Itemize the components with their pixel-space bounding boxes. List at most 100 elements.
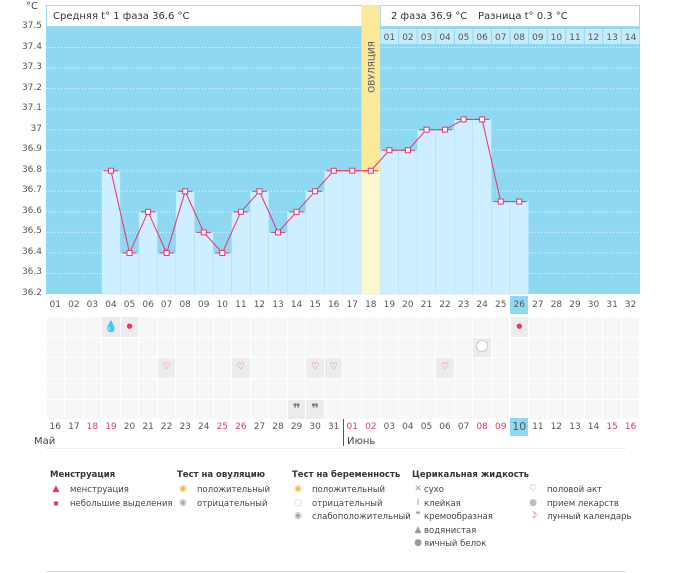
day-cell[interactable] bbox=[529, 317, 547, 337]
day-cell[interactable] bbox=[566, 379, 584, 399]
day-cell[interactable] bbox=[436, 317, 454, 337]
day-cell[interactable] bbox=[65, 317, 83, 337]
day-cell[interactable] bbox=[287, 358, 306, 379]
cycle-day-label[interactable]: 15 bbox=[309, 300, 321, 310]
date-label[interactable]: 30 bbox=[309, 422, 321, 432]
day-cell[interactable] bbox=[417, 337, 436, 358]
day-cell[interactable] bbox=[399, 317, 417, 337]
day-cell[interactable] bbox=[102, 337, 120, 358]
day-cell[interactable] bbox=[380, 399, 399, 420]
day-cell[interactable] bbox=[399, 358, 417, 379]
day-cell[interactable] bbox=[120, 379, 139, 399]
day-cell[interactable] bbox=[102, 399, 120, 420]
day-cell[interactable] bbox=[139, 358, 157, 379]
day-cell[interactable] bbox=[46, 399, 65, 420]
cycle-day-label[interactable]: 31 bbox=[606, 300, 618, 310]
day-cell[interactable] bbox=[547, 399, 566, 420]
day-cell[interactable] bbox=[343, 337, 361, 358]
day-cell[interactable] bbox=[362, 317, 380, 337]
day-cell[interactable] bbox=[324, 399, 343, 420]
cycle-day-label[interactable]: 18 bbox=[365, 300, 377, 310]
day-cell[interactable] bbox=[83, 379, 102, 399]
cycle-day-label[interactable]: 30 bbox=[587, 300, 600, 310]
date-label[interactable]: 12 bbox=[550, 422, 563, 432]
date-label[interactable]: 19 bbox=[105, 422, 117, 432]
cycle-day-label[interactable]: 23 bbox=[457, 300, 470, 310]
day-cell[interactable] bbox=[566, 358, 584, 379]
day-cell[interactable] bbox=[83, 337, 102, 358]
day-cell[interactable] bbox=[584, 379, 603, 399]
day-cell[interactable] bbox=[306, 317, 324, 337]
cycle-day-label[interactable]: 24 bbox=[476, 300, 488, 310]
day-cell[interactable] bbox=[436, 379, 454, 399]
day-cell[interactable] bbox=[139, 317, 157, 337]
day-cell[interactable] bbox=[454, 399, 473, 420]
cycle-day-label[interactable]: 27 bbox=[532, 300, 544, 310]
day-cell[interactable] bbox=[269, 399, 287, 420]
day-cell[interactable] bbox=[343, 379, 361, 399]
day-cell[interactable] bbox=[269, 379, 287, 399]
date-label[interactable]: 13 bbox=[569, 422, 581, 432]
day-cell[interactable] bbox=[362, 358, 380, 379]
day-cell[interactable] bbox=[102, 358, 120, 379]
day-cell[interactable] bbox=[621, 379, 640, 399]
date-label[interactable]: 21 bbox=[142, 422, 154, 432]
day-cell[interactable] bbox=[547, 358, 566, 379]
day-cell[interactable] bbox=[102, 379, 120, 399]
cycle-day-label[interactable]: 22 bbox=[439, 300, 451, 310]
day-cell[interactable] bbox=[621, 358, 640, 379]
day-cell[interactable] bbox=[436, 399, 454, 420]
day-cell[interactable] bbox=[194, 337, 213, 358]
day-cell[interactable] bbox=[621, 399, 640, 420]
cycle-day-label[interactable]: 10 bbox=[216, 300, 229, 310]
day-cell[interactable] bbox=[46, 337, 65, 358]
day-cell[interactable] bbox=[473, 379, 491, 399]
date-label[interactable]: 10 bbox=[512, 420, 527, 433]
date-label[interactable]: 09 bbox=[494, 422, 507, 432]
day-cell[interactable] bbox=[510, 358, 529, 379]
day-cell[interactable] bbox=[213, 399, 232, 420]
cycle-day-label[interactable]: 07 bbox=[160, 300, 173, 310]
day-cell[interactable] bbox=[436, 337, 454, 358]
day-cell[interactable] bbox=[417, 358, 436, 379]
date-label[interactable]: 02 bbox=[365, 422, 377, 432]
date-label[interactable]: 01 bbox=[346, 422, 358, 432]
day-cell[interactable] bbox=[454, 379, 473, 399]
day-cell[interactable] bbox=[510, 379, 529, 399]
day-cell[interactable] bbox=[194, 379, 213, 399]
day-cell[interactable] bbox=[287, 317, 306, 337]
day-cell[interactable] bbox=[417, 379, 436, 399]
day-cell[interactable] bbox=[399, 379, 417, 399]
day-cell[interactable] bbox=[454, 317, 473, 337]
date-label[interactable]: 16 bbox=[624, 422, 637, 432]
date-label[interactable]: 17 bbox=[68, 422, 80, 432]
day-cell[interactable] bbox=[380, 317, 399, 337]
day-cell[interactable] bbox=[213, 358, 232, 379]
day-cell[interactable] bbox=[510, 399, 529, 420]
day-cell[interactable] bbox=[547, 317, 566, 337]
day-cell[interactable] bbox=[232, 337, 250, 358]
day-cell[interactable] bbox=[343, 317, 361, 337]
cycle-day-label[interactable]: 13 bbox=[272, 300, 284, 310]
day-cell[interactable] bbox=[83, 317, 102, 337]
day-cell[interactable] bbox=[584, 337, 603, 358]
day-cell[interactable] bbox=[324, 317, 343, 337]
cycle-day-label[interactable]: 09 bbox=[198, 300, 210, 310]
day-cell[interactable] bbox=[529, 358, 547, 379]
day-cell[interactable] bbox=[232, 399, 250, 420]
day-cell[interactable] bbox=[491, 358, 510, 379]
day-cell[interactable] bbox=[603, 358, 621, 379]
day-cell[interactable] bbox=[566, 337, 584, 358]
day-cell[interactable] bbox=[213, 317, 232, 337]
day-cell[interactable] bbox=[566, 317, 584, 337]
day-cell[interactable] bbox=[120, 399, 139, 420]
day-cell[interactable] bbox=[343, 399, 361, 420]
cycle-day-label[interactable]: 08 bbox=[179, 300, 191, 310]
day-cell[interactable] bbox=[120, 358, 139, 379]
day-cell[interactable] bbox=[46, 317, 65, 337]
day-cell[interactable] bbox=[306, 337, 324, 358]
cycle-day-label[interactable]: 25 bbox=[494, 300, 507, 310]
day-cell[interactable] bbox=[603, 379, 621, 399]
day-cell[interactable] bbox=[157, 317, 176, 337]
date-label[interactable]: 15 bbox=[606, 422, 618, 432]
